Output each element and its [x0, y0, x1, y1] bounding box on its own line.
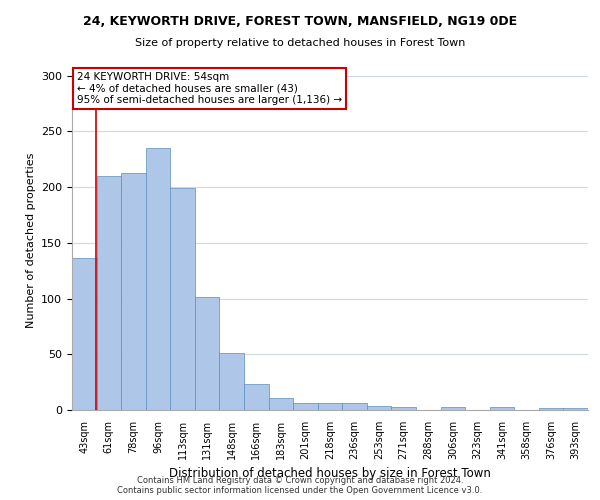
Bar [318, 404, 342, 410]
Text: Size of property relative to detached houses in Forest Town: Size of property relative to detached ho… [135, 38, 465, 48]
Bar [490, 406, 514, 410]
Bar [146, 148, 170, 410]
Bar [170, 188, 195, 410]
Bar [121, 172, 146, 410]
Bar [440, 406, 465, 410]
Bar [391, 406, 416, 410]
X-axis label: Distribution of detached houses by size in Forest Town: Distribution of detached houses by size … [169, 468, 491, 480]
Bar [195, 298, 220, 410]
Bar [72, 258, 97, 410]
Text: 24 KEYWORTH DRIVE: 54sqm
← 4% of detached houses are smaller (43)
95% of semi-de: 24 KEYWORTH DRIVE: 54sqm ← 4% of detache… [77, 72, 342, 105]
Bar [539, 408, 563, 410]
Text: 24, KEYWORTH DRIVE, FOREST TOWN, MANSFIELD, NG19 0DE: 24, KEYWORTH DRIVE, FOREST TOWN, MANSFIE… [83, 15, 517, 28]
Y-axis label: Number of detached properties: Number of detached properties [26, 152, 35, 328]
Bar [342, 404, 367, 410]
Bar [563, 408, 588, 410]
Bar [269, 398, 293, 410]
Text: Contains HM Land Registry data © Crown copyright and database right 2024.
Contai: Contains HM Land Registry data © Crown c… [118, 476, 482, 495]
Bar [293, 404, 318, 410]
Bar [97, 176, 121, 410]
Bar [367, 406, 391, 410]
Bar [220, 353, 244, 410]
Bar [244, 384, 269, 410]
